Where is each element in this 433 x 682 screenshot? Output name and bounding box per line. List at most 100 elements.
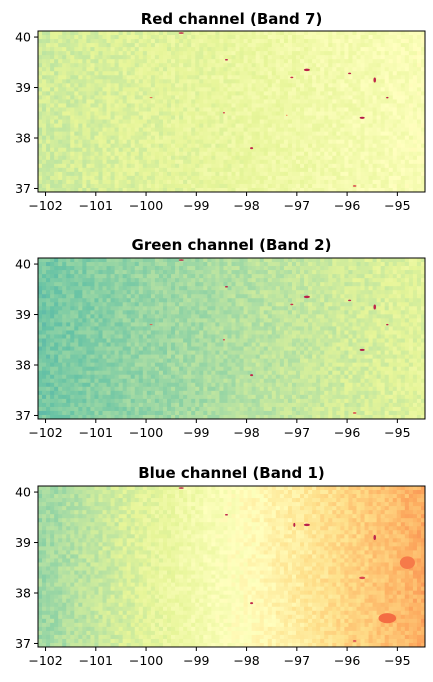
heatmap-cell bbox=[287, 119, 293, 125]
heatmap-cell bbox=[227, 282, 233, 287]
heatmap-cell bbox=[300, 274, 305, 279]
heatmap-cell bbox=[134, 147, 140, 153]
heatmap-cell bbox=[344, 43, 350, 48]
heatmap-cell bbox=[223, 111, 229, 117]
heatmap-cell bbox=[404, 107, 410, 113]
heatmap-cell bbox=[199, 298, 204, 303]
heatmap-cell bbox=[239, 171, 245, 177]
heatmap-cell bbox=[227, 107, 233, 113]
heatmap-cell bbox=[142, 171, 148, 177]
heatmap-cell bbox=[223, 167, 229, 173]
heatmap-cell bbox=[316, 123, 321, 129]
heatmap-cell bbox=[38, 115, 43, 121]
heatmap-cell bbox=[344, 286, 350, 291]
heatmap-cell bbox=[187, 294, 192, 299]
heatmap-cell bbox=[38, 183, 43, 189]
heatmap-cell bbox=[291, 143, 297, 149]
heatmap-cell bbox=[167, 103, 172, 109]
heatmap-cell bbox=[279, 47, 285, 52]
heatmap-cell bbox=[364, 99, 370, 105]
heatmap-cell bbox=[380, 286, 386, 291]
heatmap-cell bbox=[162, 67, 168, 72]
heatmap-cell bbox=[344, 123, 350, 129]
heatmap-cell bbox=[195, 270, 200, 275]
heatmap-cell bbox=[316, 270, 321, 275]
heatmap-cell bbox=[360, 43, 366, 48]
heatmap-cell bbox=[287, 127, 293, 133]
heatmap-cell bbox=[320, 183, 325, 189]
heatmap-cell bbox=[171, 183, 176, 189]
heatmap-cell bbox=[352, 187, 358, 192]
heatmap-cell bbox=[74, 83, 79, 88]
heatmap-cell bbox=[279, 35, 285, 40]
heatmap-cell bbox=[420, 143, 425, 149]
heatmap-cell bbox=[263, 143, 269, 149]
heatmap-cell bbox=[312, 131, 317, 137]
heatmap-cell bbox=[251, 47, 257, 52]
heatmap-cell bbox=[368, 127, 374, 133]
heatmap-cell bbox=[332, 171, 337, 177]
heatmap-cell bbox=[372, 282, 378, 287]
heatmap-cell bbox=[86, 39, 92, 44]
heatmap-cell bbox=[400, 258, 406, 263]
heatmap-cell bbox=[356, 87, 362, 92]
heatmap-cell bbox=[106, 35, 112, 40]
heatmap-cell bbox=[392, 167, 398, 173]
heatmap-cell bbox=[332, 147, 337, 153]
heatmap-cell bbox=[368, 179, 374, 185]
heatmap-cell bbox=[54, 47, 59, 52]
heatmap-cell bbox=[328, 270, 333, 275]
heatmap-cell bbox=[179, 55, 184, 60]
heatmap-cell bbox=[215, 278, 221, 283]
heatmap-cell bbox=[215, 183, 221, 189]
heatmap-cell bbox=[283, 87, 289, 92]
heatmap-cell bbox=[283, 143, 289, 149]
heatmap-cell bbox=[291, 115, 297, 121]
heatmap-cell bbox=[376, 147, 382, 153]
heatmap-cell bbox=[247, 67, 253, 72]
heatmap-cell bbox=[287, 95, 293, 101]
heatmap-cell bbox=[42, 35, 47, 40]
heatmap-cell bbox=[316, 111, 321, 117]
heatmap-cell bbox=[199, 91, 204, 97]
heatmap-cell bbox=[150, 99, 156, 105]
heatmap-cell bbox=[300, 270, 305, 275]
heatmap-cell bbox=[102, 63, 108, 68]
heatmap-cell bbox=[416, 266, 422, 271]
heatmap-cell bbox=[312, 183, 317, 189]
heatmap-cell bbox=[312, 55, 317, 60]
heatmap-cell bbox=[291, 31, 297, 36]
heatmap-cell bbox=[316, 127, 321, 133]
heatmap-cell bbox=[199, 59, 204, 64]
heatmap-cell bbox=[134, 59, 140, 64]
heatmap-cell bbox=[183, 43, 188, 48]
heatmap-cell bbox=[300, 39, 305, 44]
heatmap-cell bbox=[372, 266, 378, 271]
heatmap-cell bbox=[388, 71, 394, 76]
heatmap-cell bbox=[316, 163, 321, 169]
heatmap-cell bbox=[380, 171, 386, 177]
heatmap-cell bbox=[183, 286, 188, 291]
heatmap-cell bbox=[324, 111, 329, 117]
heatmap-cell bbox=[175, 123, 180, 129]
heatmap-cell bbox=[239, 63, 245, 68]
heatmap-cell bbox=[142, 43, 148, 48]
heatmap-cell bbox=[162, 83, 168, 88]
heatmap-cell bbox=[271, 67, 277, 72]
heatmap-cell bbox=[320, 290, 325, 295]
heatmap-cell bbox=[179, 119, 184, 125]
heatmap-cell bbox=[207, 163, 212, 169]
heatmap-cell bbox=[38, 294, 43, 299]
heatmap-cell bbox=[412, 119, 418, 125]
heatmap-cell bbox=[396, 87, 402, 92]
heatmap-cell bbox=[259, 171, 265, 177]
heatmap-cell bbox=[130, 87, 136, 92]
heatmap-cell bbox=[94, 183, 100, 189]
heatmap-cell bbox=[408, 91, 414, 97]
heatmap-cell bbox=[223, 266, 229, 271]
heatmap-cell bbox=[392, 51, 398, 56]
heatmap-cell bbox=[219, 47, 225, 52]
heatmap-cell bbox=[344, 290, 350, 295]
heatmap-cell bbox=[223, 95, 229, 101]
heatmap-cell bbox=[296, 99, 301, 105]
